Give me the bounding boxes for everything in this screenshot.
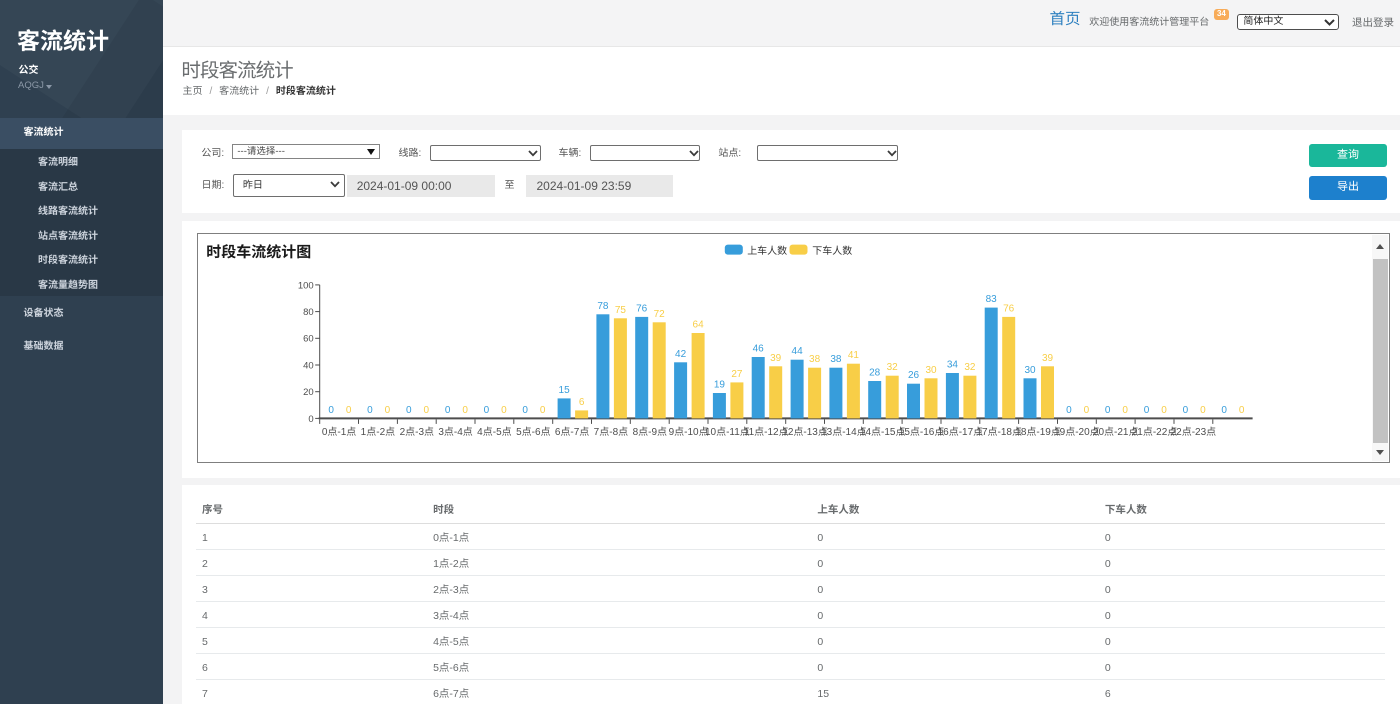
svg-text:0: 0	[424, 405, 430, 416]
svg-text:76: 76	[1003, 303, 1015, 314]
svg-text:39: 39	[770, 353, 782, 364]
svg-text:上车人数: 上车人数	[747, 245, 787, 257]
svg-text:0: 0	[1183, 405, 1189, 416]
svg-text:21点-22点: 21点-22点	[1132, 426, 1178, 438]
svg-text:15点-16点: 15点-16点	[899, 426, 945, 438]
svg-text:0: 0	[385, 405, 391, 416]
svg-text:15: 15	[559, 385, 571, 396]
svg-text:83: 83	[986, 294, 998, 305]
svg-text:0: 0	[501, 405, 507, 416]
svg-text:0: 0	[1066, 405, 1072, 416]
svg-text:38: 38	[809, 354, 821, 365]
svg-text:60: 60	[303, 334, 314, 345]
svg-text:0: 0	[1222, 405, 1228, 416]
svg-text:0: 0	[367, 405, 373, 416]
svg-text:13点-14点: 13点-14点	[821, 426, 867, 438]
svg-text:38: 38	[831, 354, 843, 365]
svg-text:42: 42	[675, 349, 687, 360]
svg-text:39: 39	[1042, 353, 1054, 364]
svg-text:30: 30	[926, 365, 938, 376]
svg-text:0: 0	[484, 405, 490, 416]
svg-text:下车人数: 下车人数	[813, 245, 853, 257]
svg-text:7点-8点: 7点-8点	[594, 426, 628, 438]
svg-text:19点-20点: 19点-20点	[1054, 426, 1100, 438]
svg-text:16点-17点: 16点-17点	[938, 426, 984, 438]
svg-text:80: 80	[303, 307, 314, 318]
svg-text:17点-18点: 17点-18点	[977, 426, 1023, 438]
svg-text:72: 72	[654, 309, 666, 320]
svg-text:0: 0	[523, 405, 529, 416]
svg-text:75: 75	[615, 305, 627, 316]
svg-text:6点-7点: 6点-7点	[555, 426, 589, 438]
svg-text:0: 0	[1105, 405, 1111, 416]
svg-text:0: 0	[406, 405, 412, 416]
svg-text:时段车流统计图: 时段车流统计图	[206, 244, 311, 261]
svg-text:32: 32	[965, 362, 977, 373]
svg-text:4点-5点: 4点-5点	[477, 426, 511, 438]
svg-text:0: 0	[1084, 405, 1090, 416]
svg-text:10点-11点: 10点-11点	[705, 426, 750, 438]
svg-text:28: 28	[869, 368, 881, 379]
svg-text:2点-3点: 2点-3点	[400, 426, 434, 438]
svg-text:0: 0	[309, 414, 314, 425]
svg-text:5点-6点: 5点-6点	[516, 426, 550, 438]
svg-text:20: 20	[303, 387, 314, 398]
svg-text:100: 100	[298, 280, 314, 291]
svg-text:9点-10点: 9点-10点	[669, 426, 709, 438]
svg-text:0: 0	[1144, 405, 1150, 416]
svg-text:22点-23点: 22点-23点	[1171, 426, 1217, 438]
svg-text:8点-9点: 8点-9点	[633, 426, 667, 438]
svg-text:32: 32	[887, 362, 899, 373]
svg-text:0: 0	[540, 405, 546, 416]
svg-text:0: 0	[329, 405, 335, 416]
svg-text:1点-2点: 1点-2点	[361, 426, 395, 438]
svg-text:18点-19点: 18点-19点	[1016, 426, 1062, 438]
svg-text:30: 30	[1025, 365, 1037, 376]
svg-text:0: 0	[1200, 405, 1206, 416]
svg-text:40: 40	[303, 360, 314, 371]
svg-text:46: 46	[753, 344, 765, 355]
svg-text:20点-21点: 20点-21点	[1093, 426, 1139, 438]
svg-text:0: 0	[463, 405, 469, 416]
svg-text:26: 26	[908, 370, 920, 381]
svg-text:14点-15点: 14点-15点	[860, 426, 906, 438]
svg-text:78: 78	[598, 301, 610, 312]
svg-text:34: 34	[947, 360, 959, 371]
svg-text:3点-4点: 3点-4点	[439, 426, 473, 438]
svg-text:27: 27	[732, 369, 744, 380]
svg-text:0: 0	[445, 405, 451, 416]
svg-text:76: 76	[636, 303, 648, 314]
svg-text:0: 0	[1162, 405, 1168, 416]
svg-text:0点-1点: 0点-1点	[322, 426, 356, 438]
svg-text:19: 19	[714, 380, 726, 391]
svg-text:64: 64	[693, 320, 705, 331]
svg-text:41: 41	[848, 350, 860, 361]
svg-text:11点-12点: 11点-12点	[744, 426, 789, 438]
svg-text:0: 0	[1123, 405, 1129, 416]
svg-text:12点-13点: 12点-13点	[783, 426, 829, 438]
svg-text:0: 0	[346, 405, 352, 416]
svg-text:0: 0	[1239, 405, 1245, 416]
svg-text:6: 6	[579, 397, 585, 408]
svg-text:44: 44	[792, 346, 804, 357]
